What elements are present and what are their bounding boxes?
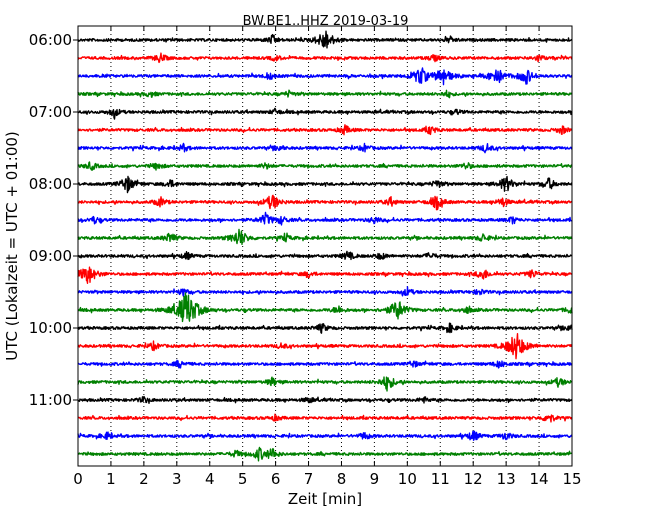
seismic-trace [77, 332, 573, 360]
x-tick-label: 11 [431, 470, 450, 488]
seismic-trace [77, 89, 573, 99]
x-tick-label: 2 [139, 470, 149, 488]
seismic-trace [77, 124, 573, 136]
chart-title: BW.BE1..HHZ 2019-03-19 [243, 14, 409, 29]
x-tick-label: 7 [304, 470, 314, 488]
x-tick-label: 3 [172, 470, 182, 488]
traces [77, 30, 573, 462]
y-tick-label: 09:00 [29, 247, 72, 265]
x-tick-label: 4 [205, 470, 215, 488]
x-tick-label: 15 [562, 470, 581, 488]
seismic-trace [77, 286, 573, 298]
grid [110, 26, 540, 466]
seismic-trace [77, 67, 573, 86]
seismic-trace [77, 52, 573, 64]
x-tick-label: 1 [106, 470, 116, 488]
y-tick-label: 10:00 [29, 319, 72, 337]
seismic-trace [77, 175, 573, 194]
y-tick-label: 07:00 [29, 103, 72, 121]
seismic-trace [77, 30, 573, 49]
seismic-trace [77, 376, 573, 392]
seismic-trace [77, 250, 573, 261]
seismic-trace [77, 322, 573, 334]
seismic-trace [77, 266, 573, 284]
seismic-trace [77, 430, 573, 441]
x-tick-label: 8 [337, 470, 347, 488]
seismic-trace [77, 107, 573, 120]
seismic-trace [77, 161, 573, 171]
x-axis: 0 1 2 3 4 5 6 7 8 9 10 11 12 13 14 15 [73, 26, 582, 488]
x-tick-label: 12 [464, 470, 483, 488]
seismic-trace [77, 413, 573, 423]
x-tick-label: 14 [530, 470, 549, 488]
x-tick-label: 13 [497, 470, 516, 488]
seismic-trace [77, 292, 573, 323]
y-axis: 06:00 07:00 08:00 09:00 10:00 11:00 [29, 31, 78, 409]
x-tick-label: 9 [370, 470, 380, 488]
plot-frame [77, 25, 573, 467]
seismic-trace [77, 228, 573, 246]
seismic-trace [77, 211, 573, 226]
x-tick-label: 10 [398, 470, 417, 488]
x-tick-label: 6 [271, 470, 281, 488]
x-tick-label: 5 [238, 470, 248, 488]
x-axis-label: Zeit [min] [288, 490, 362, 508]
x-tick-label: 0 [73, 470, 83, 488]
seismic-trace [77, 359, 573, 369]
y-tick-label: 06:00 [29, 31, 72, 49]
seismic-trace [77, 446, 573, 462]
seismic-trace [77, 395, 573, 404]
y-axis-label: UTC (Lokalzeit = UTC + 01:00) [3, 131, 21, 361]
y-tick-label: 08:00 [29, 175, 72, 193]
y-tick-label: 11:00 [29, 391, 72, 409]
seismic-trace [77, 142, 573, 154]
seismic-trace [77, 194, 573, 211]
